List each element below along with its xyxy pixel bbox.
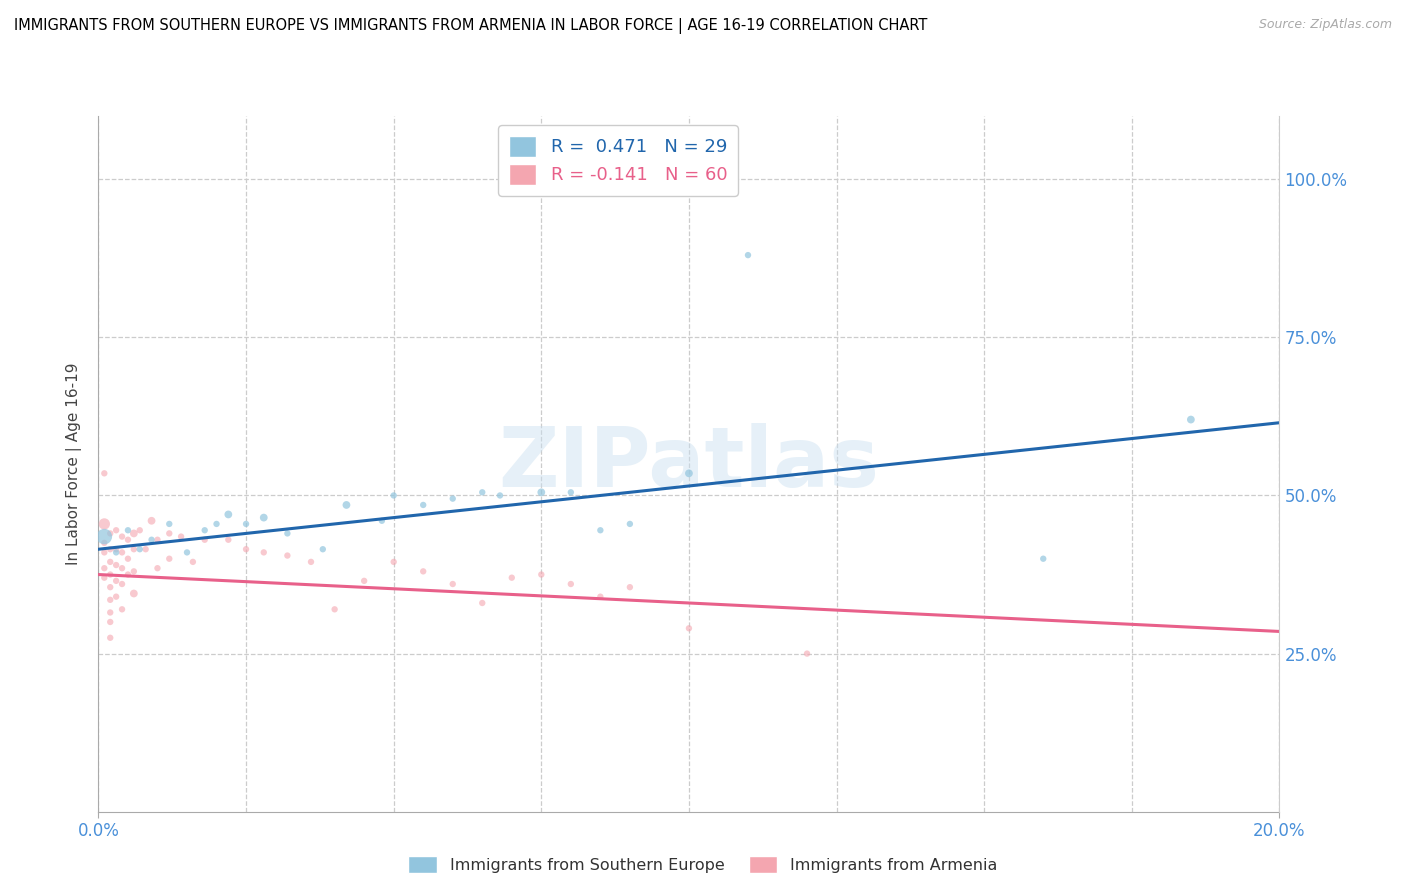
Point [1180,412,1202,426]
Point [170,530,193,544]
Point [141,533,163,547]
Point [353,574,375,588]
Point [489,488,512,502]
Point [93,561,115,575]
Point [796,647,818,661]
Point [678,621,700,635]
Point [323,602,346,616]
Point [122,542,145,557]
Y-axis label: In Labor Force | Age 16-19: In Labor Force | Age 16-19 [66,362,83,566]
Text: ZIPatlas: ZIPatlas [499,424,879,504]
Point [111,545,134,559]
Point [441,577,464,591]
Point [560,485,582,500]
Point [205,516,228,531]
Point [235,542,257,557]
Point [471,596,494,610]
Point [135,542,157,557]
Point [128,523,150,537]
Point [111,577,134,591]
Point [98,615,121,629]
Point [382,555,405,569]
Point [93,571,115,585]
Point [157,551,180,566]
Point [530,567,553,582]
Point [117,567,139,582]
Point [146,561,169,575]
Point [98,567,121,582]
Point [176,545,198,559]
Point [98,631,121,645]
Point [217,508,239,522]
Text: IMMIGRANTS FROM SOUTHERN EUROPE VS IMMIGRANTS FROM ARMENIA IN LABOR FORCE | AGE : IMMIGRANTS FROM SOUTHERN EUROPE VS IMMIG… [14,18,928,34]
Point [276,526,298,541]
Legend: R =  0.471   N = 29, R = -0.141   N = 60: R = 0.471 N = 29, R = -0.141 N = 60 [498,125,738,195]
Point [412,498,434,512]
Point [128,542,150,557]
Point [471,485,494,500]
Point [181,555,204,569]
Point [589,523,612,537]
Point [235,516,257,531]
Point [105,574,128,588]
Point [412,565,434,579]
Point [105,558,128,572]
Point [194,523,217,537]
Point [146,533,169,547]
Point [117,523,139,537]
Point [98,555,121,569]
Point [678,467,700,481]
Text: Source: ZipAtlas.com: Source: ZipAtlas.com [1258,18,1392,31]
Point [98,606,121,620]
Point [105,523,128,537]
Point [253,545,276,559]
Point [157,516,180,531]
Point [276,549,298,563]
Point [98,580,121,594]
Point [737,248,759,262]
Point [619,516,641,531]
Point [619,580,641,594]
Point [217,533,239,547]
Point [122,565,145,579]
Point [93,530,115,544]
Point [299,555,322,569]
Point [382,488,405,502]
Point [111,561,134,575]
Point [117,533,139,547]
Point [111,602,134,616]
Point [441,491,464,506]
Point [122,526,145,541]
Point [98,542,121,557]
Point [93,536,115,550]
Point [253,510,276,524]
Point [93,467,115,481]
Point [93,516,115,531]
Point [371,514,394,528]
Point [194,533,217,547]
Legend: Immigrants from Southern Europe, Immigrants from Armenia: Immigrants from Southern Europe, Immigra… [402,849,1004,880]
Point [105,542,128,557]
Point [560,577,582,591]
Point [105,590,128,604]
Point [501,571,523,585]
Point [93,545,115,559]
Point [589,590,612,604]
Point [335,498,357,512]
Point [111,530,134,544]
Point [141,514,163,528]
Point [122,586,145,600]
Point [105,545,128,559]
Point [1032,551,1054,566]
Point [530,485,553,500]
Point [98,526,121,541]
Point [157,526,180,541]
Point [312,542,335,557]
Point [117,551,139,566]
Point [98,592,121,607]
